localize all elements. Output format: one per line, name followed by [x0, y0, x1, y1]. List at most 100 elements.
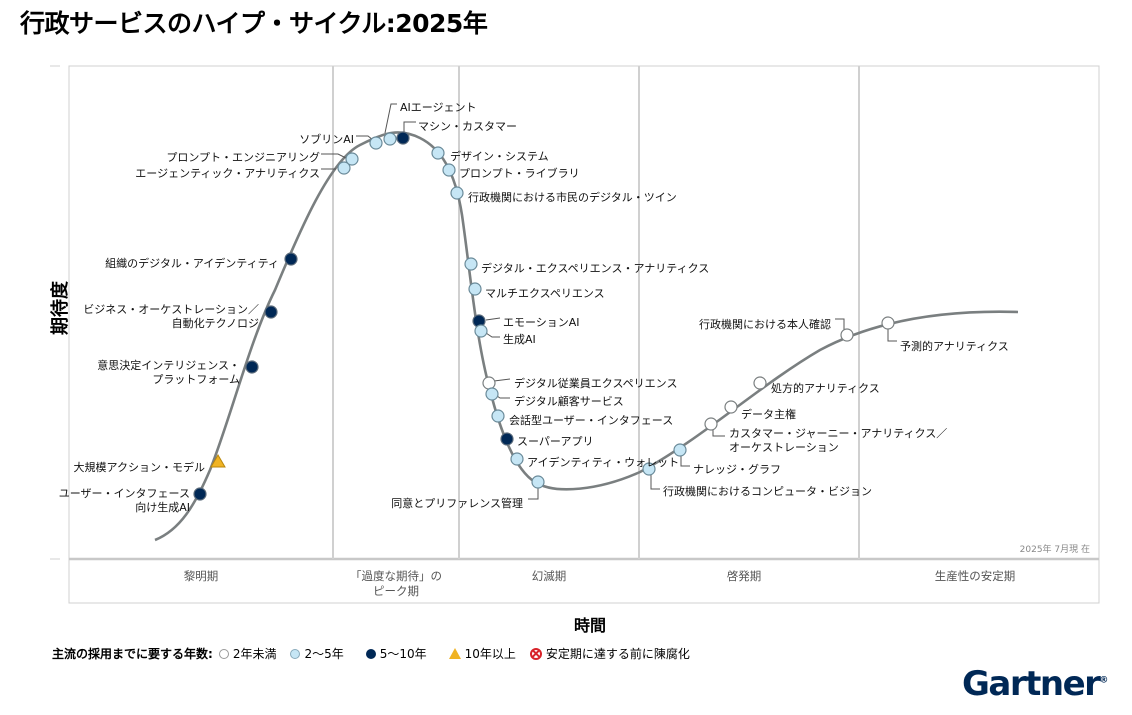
- technology-label: エモーションAI: [503, 316, 580, 329]
- technology-marker[interactable]: [383, 132, 397, 146]
- y-axis-label: 期待度: [50, 281, 71, 335]
- legend-label: 安定期に達する前に陳腐化: [545, 647, 690, 661]
- legend-item-lt2: 2年未満: [218, 645, 277, 662]
- phase-label: 幻滅期: [532, 569, 567, 583]
- navy-circle-icon: [365, 648, 376, 659]
- technology-marker[interactable]: [881, 316, 895, 330]
- technology-marker[interactable]: [210, 454, 226, 468]
- leader-line: [496, 395, 510, 399]
- technology-label: ナレッジ・グラフ: [693, 462, 781, 476]
- technology-label: デジタル従業員エクスペリエンス: [514, 376, 677, 390]
- technology-label: デジタル・エクスペリエンス・アナリティクス: [481, 261, 709, 275]
- technology-label: アイデンティティ・ウォレット: [527, 455, 679, 469]
- leader-line: [712, 429, 725, 437]
- technology-label: 生成AI: [503, 332, 536, 346]
- technology-label: デジタル顧客サービス: [514, 394, 624, 408]
- technology-label: データ主権: [741, 407, 796, 421]
- leader-line: [321, 153, 349, 160]
- technology-marker[interactable]: [450, 186, 464, 200]
- technology-label: プロンプト・エンジニアリング: [166, 150, 320, 164]
- technology-label: 行政機関におけるコンピュータ・ビジョン: [663, 484, 872, 498]
- as-of-date: 2025年 7月現 在: [1020, 543, 1090, 555]
- technology-marker[interactable]: [431, 146, 445, 160]
- legend-label: 5～10年: [379, 647, 427, 661]
- phase-label: 啓発期: [727, 569, 762, 583]
- technology-marker[interactable]: [442, 163, 456, 177]
- leader-line: [528, 486, 539, 500]
- technology-label: 会話型ユーザー・インタフェース: [509, 413, 673, 427]
- plot-frame: [68, 65, 1100, 604]
- technology-label: 行政機関における本人確認: [699, 317, 831, 331]
- phase-label: 黎明期: [184, 569, 219, 583]
- legend-item-obsolete: 安定期に達する前に陳腐化: [529, 645, 690, 662]
- technology-marker[interactable]: [500, 432, 514, 446]
- technology-label: ソブリンAI: [299, 132, 354, 146]
- technology-label: 大規模アクション・モデル: [74, 460, 205, 474]
- leader-line: [485, 317, 501, 321]
- legend: 主流の採用までに要する年数: 2年未満 2～5年 5～10年 10年以上 安定期…: [52, 645, 704, 662]
- obsolete-x-icon: [529, 647, 542, 660]
- leader-line: [887, 328, 897, 342]
- technology-label: 同意とプリファレンス管理: [391, 496, 523, 510]
- technology-label: デザイン・システム: [450, 149, 549, 163]
- technology-label: 行政機関における市民のデジタル・ツイン: [468, 190, 677, 204]
- technology-marker[interactable]: [531, 475, 545, 489]
- leader-line: [485, 332, 500, 338]
- chart-title: 行政サービスのハイプ・サイクル:2025年: [20, 9, 488, 38]
- legend-item-gt10: 10年以上: [448, 645, 516, 662]
- technology-marker[interactable]: [491, 409, 505, 423]
- technology-label: スーパーアプリ: [517, 435, 593, 448]
- technology-marker[interactable]: [337, 161, 351, 175]
- technology-label: プロンプト・ライブラリ: [459, 166, 580, 180]
- technology-label: 処方的アナリティクス: [771, 381, 880, 395]
- technology-marker[interactable]: [369, 136, 383, 150]
- leader-line: [493, 378, 511, 382]
- technology-marker[interactable]: [464, 257, 478, 271]
- technology-marker[interactable]: [193, 487, 207, 501]
- leader-line: [680, 455, 690, 467]
- leader-line: [835, 318, 845, 330]
- phase-label: 「過度な期待」のピーク期: [350, 569, 442, 598]
- technology-marker[interactable]: [642, 462, 656, 476]
- gartner-logo: Gartner®: [962, 664, 1108, 704]
- logo-text: Gartner: [962, 664, 1101, 704]
- technology-marker[interactable]: [485, 387, 499, 401]
- technology-marker[interactable]: [396, 131, 410, 145]
- legend-item-2to5: 2～5年: [290, 645, 344, 662]
- registered-mark: ®: [1099, 675, 1109, 686]
- technology-marker[interactable]: [264, 305, 278, 319]
- technology-label: エージェンティック・アナリティクス: [135, 167, 320, 180]
- technology-marker[interactable]: [724, 400, 738, 414]
- legend-label: 10年以上: [464, 647, 516, 661]
- legend-label: 2～5年: [304, 647, 344, 661]
- technology-label: マルチエクスペリエンス: [485, 287, 605, 300]
- phase-label: 生産性の安定期: [935, 569, 1016, 583]
- technology-marker[interactable]: [345, 152, 359, 166]
- technology-marker[interactable]: [510, 452, 524, 466]
- leader-line: [403, 121, 416, 132]
- technology-marker[interactable]: [704, 417, 718, 431]
- technology-marker[interactable]: [482, 376, 496, 390]
- technology-label: 組織のデジタル・アイデンティティ: [105, 256, 279, 270]
- leader-line: [650, 474, 660, 490]
- technology-marker[interactable]: [245, 360, 259, 374]
- technology-marker[interactable]: [474, 324, 488, 338]
- technology-label: 予測的アナリティクス: [900, 339, 1009, 353]
- legend-item-5to10: 5～10年: [365, 645, 427, 662]
- technology-marker[interactable]: [673, 443, 687, 457]
- technology-label: ビジネス・オーケストレーション／自動化テクノロジ: [83, 303, 259, 330]
- legend-label: 2年未満: [232, 647, 277, 661]
- technology-label: 意思決定インテリジェンス・プラットフォーム: [97, 358, 240, 386]
- technology-label: ユーザー・インタフェース向け生成AI: [59, 487, 190, 514]
- light-blue-circle-icon: [290, 648, 301, 659]
- technology-marker[interactable]: [284, 252, 298, 266]
- technology-marker[interactable]: [753, 376, 767, 390]
- technology-label: マシン・カスタマー: [418, 120, 517, 133]
- technology-marker[interactable]: [840, 328, 854, 342]
- technology-label: AIエージェント: [400, 101, 477, 114]
- technology-marker[interactable]: [468, 282, 482, 296]
- x-axis-label: 時間: [574, 616, 607, 635]
- legend-title: 主流の採用までに要する年数:: [52, 647, 213, 661]
- white-circle-icon: [218, 648, 229, 659]
